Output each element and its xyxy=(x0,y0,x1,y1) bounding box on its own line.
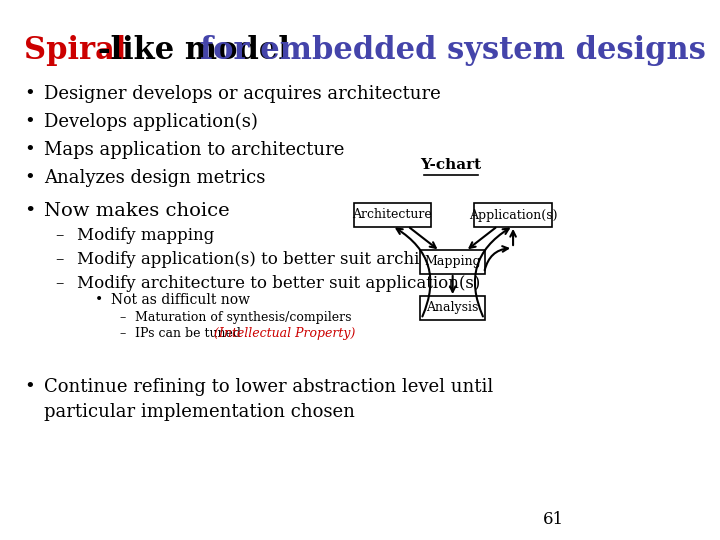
Text: •: • xyxy=(24,113,35,131)
Text: –: – xyxy=(55,275,63,292)
Text: •: • xyxy=(24,169,35,187)
Text: Develops application(s): Develops application(s) xyxy=(45,113,258,131)
Text: Spiral: Spiral xyxy=(24,35,127,66)
Text: Modify application(s) to better suit architecture: Modify application(s) to better suit arc… xyxy=(76,251,480,268)
FancyBboxPatch shape xyxy=(420,296,485,320)
Text: Designer develops or acquires architecture: Designer develops or acquires architectu… xyxy=(45,85,441,103)
Text: for embedded system designs: for embedded system designs xyxy=(199,35,706,66)
Text: -like model: -like model xyxy=(98,35,301,66)
Text: Modify mapping: Modify mapping xyxy=(76,227,214,244)
Text: •: • xyxy=(24,202,35,220)
Text: (Intellectual Property): (Intellectual Property) xyxy=(215,327,356,340)
Text: Application(s): Application(s) xyxy=(469,208,557,221)
Text: IPs can be tuned: IPs can be tuned xyxy=(135,327,246,340)
Text: Analysis: Analysis xyxy=(426,301,479,314)
Text: –: – xyxy=(55,251,63,268)
Text: •: • xyxy=(95,293,103,307)
Text: Continue refining to lower abstraction level until
particular implementation cho: Continue refining to lower abstraction l… xyxy=(45,378,493,421)
Text: Architecture: Architecture xyxy=(352,208,432,221)
Text: 61: 61 xyxy=(543,511,564,528)
Text: Y-chart: Y-chart xyxy=(420,158,482,172)
Text: Modify architecture to better suit application(s): Modify architecture to better suit appli… xyxy=(76,275,480,292)
Text: •: • xyxy=(24,378,35,396)
Text: Mapping: Mapping xyxy=(424,255,481,268)
Text: Not as difficult now: Not as difficult now xyxy=(111,293,250,307)
FancyBboxPatch shape xyxy=(420,250,485,274)
Text: Maturation of synthesis/compilers: Maturation of synthesis/compilers xyxy=(135,311,352,324)
Text: –: – xyxy=(120,327,125,340)
Text: –: – xyxy=(55,227,63,244)
Text: •: • xyxy=(24,85,35,103)
FancyBboxPatch shape xyxy=(354,203,431,227)
FancyBboxPatch shape xyxy=(474,203,552,227)
Text: Now makes choice: Now makes choice xyxy=(45,202,230,220)
Text: –: – xyxy=(120,311,125,324)
Text: •: • xyxy=(24,141,35,159)
Text: Maps application to architecture: Maps application to architecture xyxy=(45,141,345,159)
Text: Analyzes design metrics: Analyzes design metrics xyxy=(45,169,266,187)
